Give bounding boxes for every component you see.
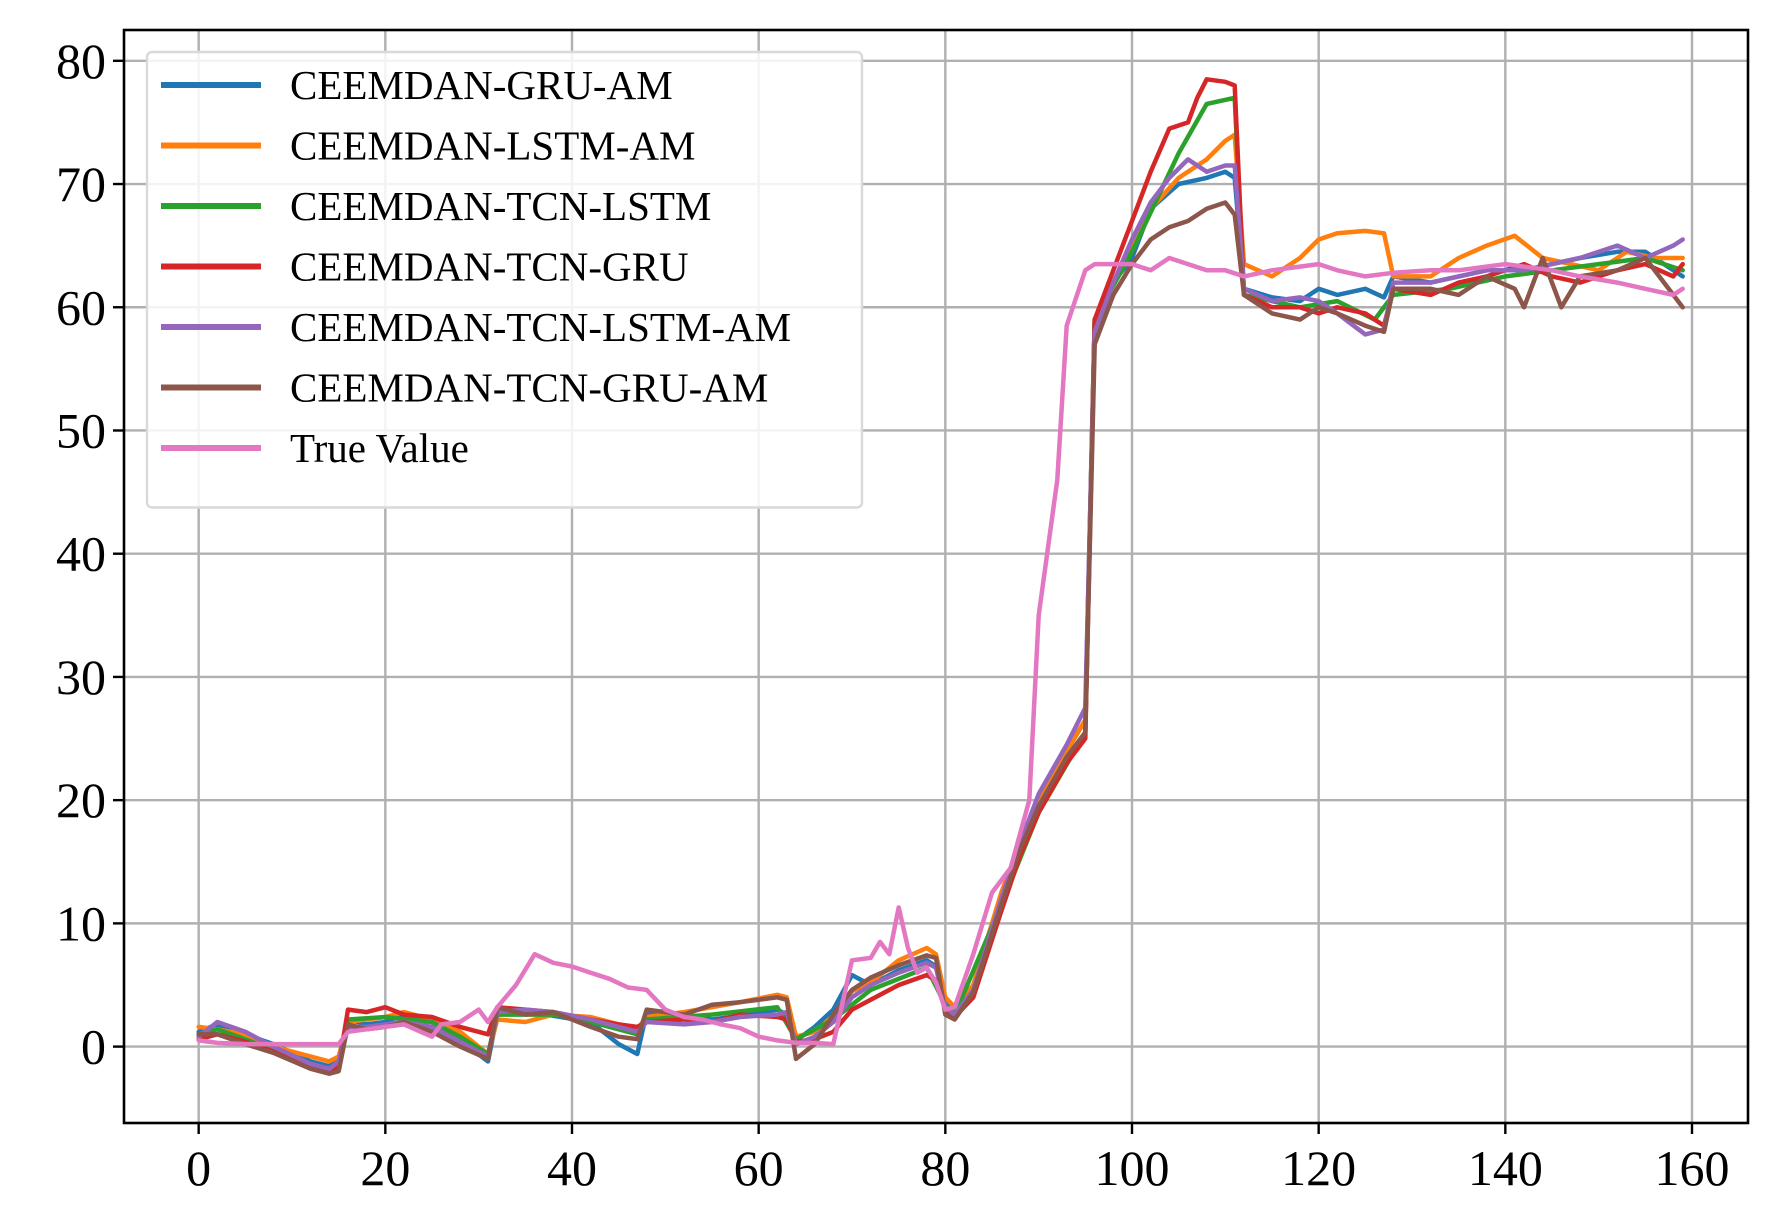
x-tick-label: 40 [547,1140,597,1196]
legend-label: CEEMDAN-TCN-GRU [290,244,689,290]
y-tick-label: 20 [56,772,106,828]
y-tick-label: 70 [56,156,106,212]
legend-label: CEEMDAN-TCN-LSTM-AM [290,304,791,350]
x-tick-label: 120 [1281,1140,1356,1196]
series-layer [196,77,1685,1076]
x-tick-label: 140 [1468,1140,1543,1196]
y-tick-label: 0 [81,1019,106,1075]
axis-ticks: 0 20 40 60 80 100 120 140 160 0 10 20 30 40 50 60 70 80 [56,33,1730,1196]
legend-label: CEEMDAN-GRU-AM [290,62,673,108]
legend-label: CEEMDAN-LSTM-AM [290,123,695,169]
y-tick-label: 10 [56,895,106,951]
legend: CEEMDAN-GRU-AM CEEMDAN-LSTM-AM CEEMDAN-TCN… [145,50,864,509]
legend-label: True Value [290,425,469,471]
legend-label: CEEMDAN-TCN-LSTM [290,183,711,229]
x-tick-label: 100 [1095,1140,1170,1196]
y-tick-label: 30 [56,649,106,705]
y-tick-label: 50 [56,402,106,458]
y-tick-label: 40 [56,526,106,582]
x-tick-label: 160 [1655,1140,1730,1196]
legend-label: CEEMDAN-TCN-GRU-AM [290,365,768,411]
y-tick-label: 80 [56,33,106,89]
axes-frame [122,28,1750,1125]
series-line-true-value [196,255,1685,1047]
x-tick-label: 80 [920,1140,970,1196]
x-tick-label: 0 [186,1140,211,1196]
x-tick-label: 60 [734,1140,784,1196]
y-tick-label: 60 [56,279,106,335]
series-line-ceemdan-tcn-gru-am [196,200,1685,1076]
x-tick-label: 20 [360,1140,410,1196]
legend-box [145,50,864,509]
